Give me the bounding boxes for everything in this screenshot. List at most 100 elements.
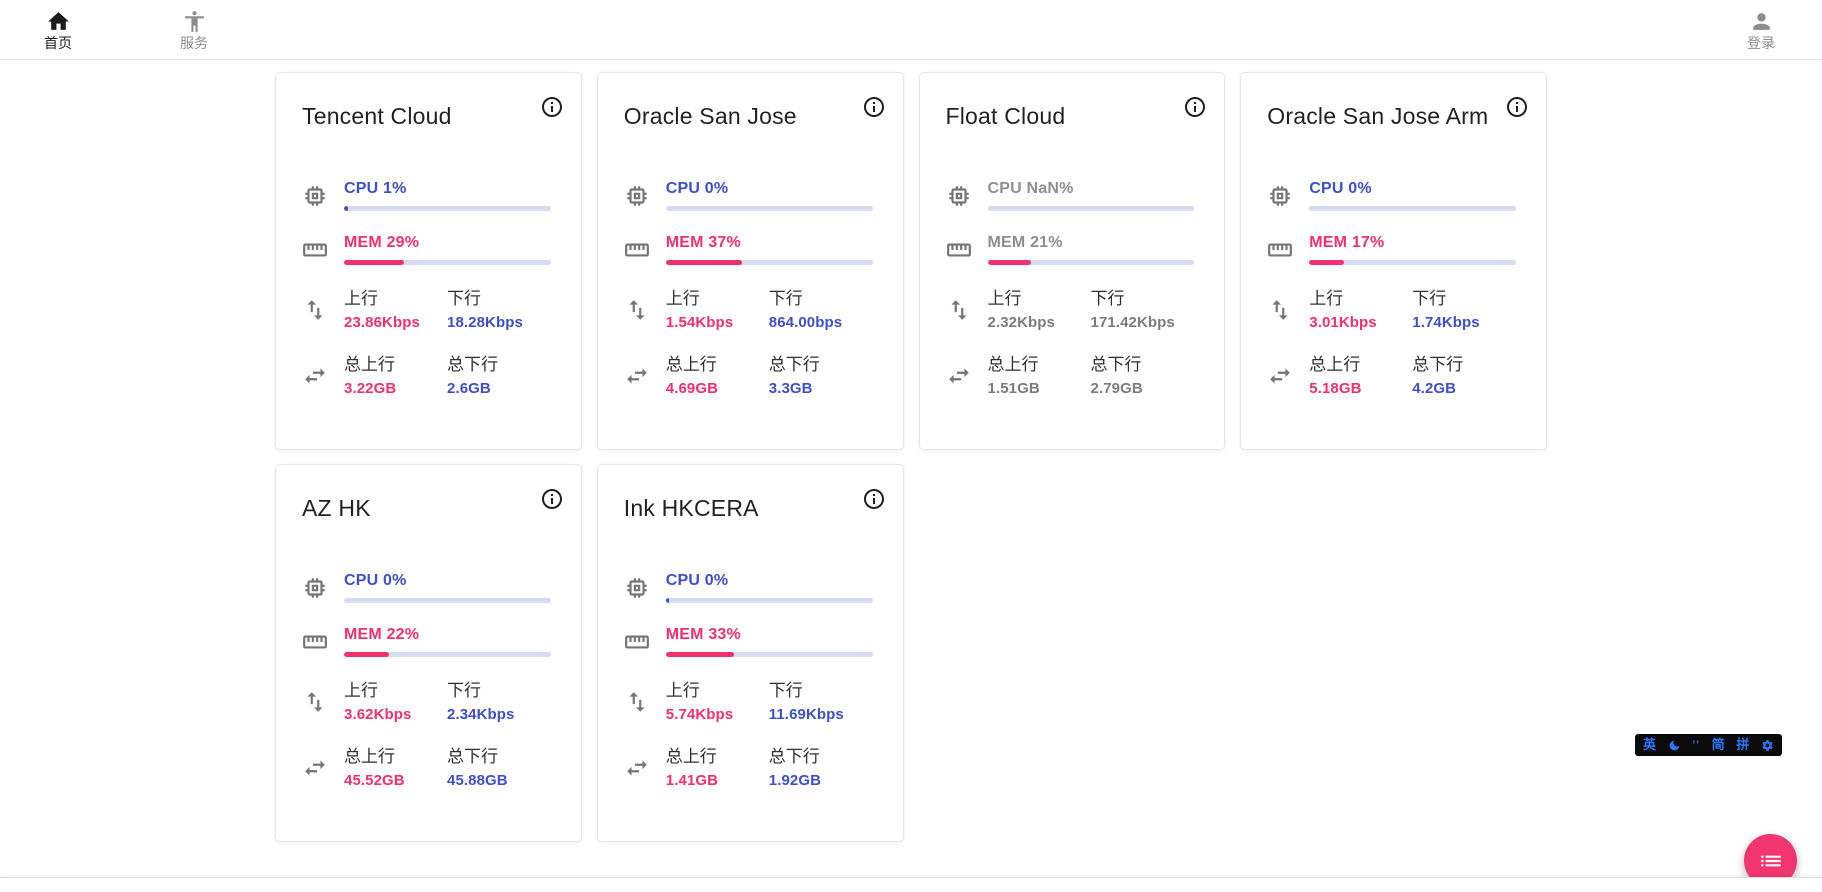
mem-usage-text: MEM 37% <box>665 234 741 251</box>
server-card: Oracle San Jose CPU 0% MEM 37% <box>596 72 904 450</box>
mem-usage-text: MEM 22% <box>344 626 420 643</box>
total-upload-label: 总上行 <box>987 355 1039 374</box>
ime-gear-icon[interactable] <box>1761 739 1774 752</box>
cpu-progress-fill <box>344 206 349 211</box>
mem-usage-text: MEM 17% <box>1309 234 1385 251</box>
upload-rate: 上行 1.54Kbps <box>666 288 769 331</box>
upload-label: 上行 <box>665 681 700 700</box>
network-total-row: 总上行 4.69GB 总下行 3.3GB <box>624 354 873 397</box>
total-upload-value: 1.41GB <box>665 772 719 789</box>
server-grid: Tencent Cloud CPU 1% MEM 29% <box>275 72 1547 842</box>
cpu-row: CPU 0% <box>1267 180 1516 211</box>
total-download-value: 1.92GB <box>768 772 822 789</box>
server-metrics: CPU 0% MEM 22% 上行 <box>302 572 551 789</box>
ruler-icon <box>302 626 344 657</box>
nav-item-services[interactable]: 服务 <box>161 9 227 51</box>
ime-language-toggle[interactable]: 英 <box>1643 737 1657 752</box>
mem-progress-bar <box>344 260 551 265</box>
total-upload-label: 总上行 <box>665 355 717 374</box>
download-label: 下行 <box>1090 289 1125 308</box>
total-download-label: 总下行 <box>1090 355 1142 374</box>
info-button[interactable] <box>540 95 564 119</box>
ime-moon-icon[interactable] <box>1668 739 1681 752</box>
nav-item-label: 服务 <box>180 34 208 51</box>
total-download-label: 总下行 <box>768 747 820 766</box>
mem-row: MEM 17% <box>1267 234 1516 265</box>
download-label: 下行 <box>447 681 481 700</box>
total-download: 总下行 2.79GB <box>1091 354 1195 397</box>
info-button[interactable] <box>1505 95 1529 119</box>
ime-simplified-toggle[interactable]: 简 <box>1711 737 1725 752</box>
ime-punctuation-toggle[interactable]: ’’ <box>1692 739 1701 751</box>
info-icon <box>1507 97 1527 117</box>
total-upload: 总上行 3.22GB <box>344 354 447 397</box>
info-button[interactable] <box>540 487 564 511</box>
info-icon <box>1185 97 1206 117</box>
mem-usage-text: MEM 29% <box>344 234 420 251</box>
total-download: 总下行 4.2GB <box>1412 354 1516 397</box>
cpu-row: CPU NaN% <box>946 180 1195 211</box>
total-download-label: 总下行 <box>1412 355 1464 374</box>
total-upload-value: 5.18GB <box>1309 380 1362 397</box>
nav-item-login[interactable]: 登录 <box>1728 9 1794 51</box>
info-button[interactable] <box>862 487 886 511</box>
cpu-usage-text: CPU 1% <box>344 180 407 197</box>
server-card: AZ HK CPU 0% MEM 22% <box>275 464 582 842</box>
upload-value: 3.62Kbps <box>344 706 412 723</box>
info-icon <box>863 489 884 509</box>
server-name: Ink HKCERA <box>623 495 759 521</box>
mem-progress-bar <box>665 652 873 657</box>
info-button[interactable] <box>1183 95 1207 119</box>
server-card: Oracle San Jose Arm CPU 0% MEM 17% <box>1240 72 1547 450</box>
mem-progress-fill <box>344 652 390 657</box>
server-card: Tencent Cloud CPU 1% MEM 29% <box>275 72 582 450</box>
ruler-icon <box>302 234 344 265</box>
mem-progress-fill <box>665 652 734 657</box>
mem-row: MEM 22% <box>302 626 551 657</box>
cpu-usage-text: CPU NaN% <box>987 180 1074 197</box>
info-button[interactable] <box>862 95 886 119</box>
total-download-label: 总下行 <box>447 747 498 766</box>
server-metrics: CPU 0% MEM 17% 上行 <box>1267 180 1516 397</box>
mem-row: MEM 29% <box>302 234 551 265</box>
upload-label: 上行 <box>1309 289 1344 308</box>
info-icon <box>863 97 884 117</box>
server-name: Oracle San Jose Arm <box>1267 103 1489 129</box>
cpu-progress-bar <box>665 206 873 211</box>
network-total-row: 总上行 1.41GB 总下行 1.92GB <box>624 746 873 789</box>
home-icon <box>47 11 69 30</box>
total-download: 总下行 3.3GB <box>769 354 873 397</box>
info-icon <box>541 97 562 117</box>
upload-value: 23.86Kbps <box>344 314 420 331</box>
total-download-value: 2.79GB <box>1090 380 1143 397</box>
page-footer <box>0 877 1822 892</box>
upload-rate: 上行 3.01Kbps <box>1309 288 1412 331</box>
upload-value: 1.54Kbps <box>665 314 734 331</box>
main-content: Tencent Cloud CPU 1% MEM 29% <box>0 60 1822 842</box>
total-download-value: 2.6GB <box>447 380 491 397</box>
network-rate-row: 上行 3.01Kbps 下行 1.74Kbps <box>1267 288 1516 331</box>
upload-label: 上行 <box>344 681 378 700</box>
total-upload: 总上行 5.18GB <box>1309 354 1412 397</box>
mem-row: MEM 37% <box>624 234 873 265</box>
total-upload: 总上行 1.51GB <box>988 354 1091 397</box>
mem-progress-bar <box>1309 260 1516 265</box>
cpu-chip-icon <box>624 572 666 603</box>
upload-value: 5.74Kbps <box>665 706 734 723</box>
cpu-chip-icon <box>624 180 666 211</box>
nav-item-home[interactable]: 首页 <box>25 9 91 51</box>
server-metrics: CPU NaN% MEM 21% 上行 <box>946 180 1195 397</box>
server-metrics: CPU 0% MEM 37% 上行 <box>624 180 873 397</box>
total-download: 总下行 2.6GB <box>447 354 551 397</box>
ime-pinyin-toggle[interactable]: 拼 <box>1736 737 1750 752</box>
mem-usage-text: MEM 21% <box>987 234 1063 251</box>
total-upload-value: 4.69GB <box>665 380 719 397</box>
mem-progress-bar <box>987 260 1195 265</box>
download-label: 下行 <box>1412 289 1447 308</box>
network-rate-row: 上行 2.32Kbps 下行 171.42Kbps <box>946 288 1195 331</box>
total-download-label: 总下行 <box>768 355 820 374</box>
total-upload-value: 1.51GB <box>987 380 1040 397</box>
mem-row: MEM 33% <box>624 626 873 657</box>
upload-label: 上行 <box>665 289 700 308</box>
upload-rate: 上行 3.62Kbps <box>344 680 447 723</box>
